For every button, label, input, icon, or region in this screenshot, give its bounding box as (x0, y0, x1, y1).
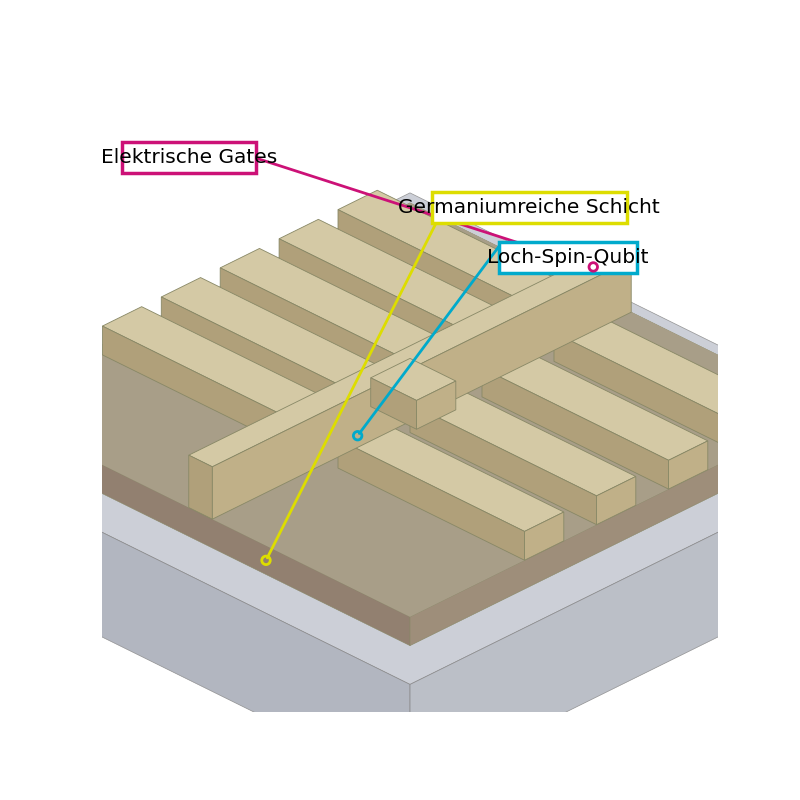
Polygon shape (410, 384, 636, 496)
Text: Loch-Spin-Qubit: Loch-Spin-Qubit (487, 248, 649, 267)
Polygon shape (279, 219, 505, 331)
FancyBboxPatch shape (122, 142, 256, 173)
Polygon shape (220, 268, 406, 389)
Polygon shape (597, 477, 636, 525)
Polygon shape (482, 349, 708, 460)
Polygon shape (554, 313, 780, 425)
Polygon shape (406, 341, 446, 389)
Text: Germaniumreiche Schicht: Germaniumreiche Schicht (398, 198, 660, 217)
FancyBboxPatch shape (431, 192, 627, 223)
Polygon shape (741, 406, 780, 454)
Polygon shape (289, 399, 328, 447)
Polygon shape (338, 190, 564, 302)
Polygon shape (212, 312, 800, 617)
Polygon shape (554, 333, 741, 454)
Circle shape (360, 332, 368, 339)
Circle shape (344, 422, 371, 450)
Circle shape (349, 320, 379, 351)
Polygon shape (102, 306, 328, 418)
Polygon shape (410, 438, 800, 789)
Polygon shape (482, 368, 669, 489)
Polygon shape (525, 512, 564, 560)
Polygon shape (0, 410, 410, 646)
Polygon shape (162, 297, 348, 418)
Circle shape (355, 326, 374, 345)
FancyBboxPatch shape (499, 242, 637, 273)
Polygon shape (669, 441, 708, 489)
Circle shape (334, 413, 381, 459)
Polygon shape (410, 404, 597, 525)
Polygon shape (466, 311, 505, 360)
Polygon shape (0, 193, 800, 685)
Polygon shape (370, 378, 417, 430)
Polygon shape (0, 203, 800, 617)
Polygon shape (348, 370, 387, 418)
Circle shape (350, 428, 366, 443)
Polygon shape (525, 282, 564, 330)
Polygon shape (0, 203, 608, 507)
Polygon shape (338, 210, 525, 330)
Polygon shape (410, 410, 800, 646)
Polygon shape (417, 381, 456, 430)
Polygon shape (162, 278, 387, 389)
Polygon shape (189, 455, 212, 519)
Polygon shape (102, 326, 289, 447)
Polygon shape (212, 260, 631, 519)
Text: Elektrische Gates: Elektrische Gates (101, 148, 277, 167)
Circle shape (354, 432, 362, 439)
Polygon shape (370, 358, 456, 401)
Polygon shape (279, 238, 466, 360)
Polygon shape (0, 438, 410, 789)
Circle shape (339, 311, 389, 360)
Polygon shape (338, 420, 564, 531)
Polygon shape (189, 248, 631, 467)
Polygon shape (220, 249, 446, 360)
Polygon shape (338, 439, 525, 560)
